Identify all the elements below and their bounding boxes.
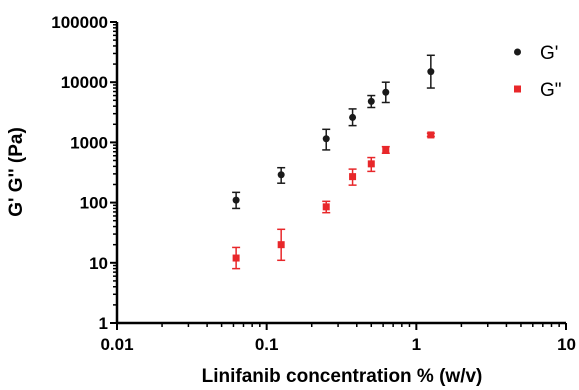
- data-point-g-prime: [277, 171, 285, 179]
- error-bars: [232, 54, 435, 270]
- data-point-g-double-prime: [232, 254, 240, 262]
- data-point-g-prime: [349, 113, 357, 121]
- x-tick-label: 1: [412, 335, 421, 354]
- data-point-g-double-prime: [322, 203, 330, 211]
- y-tick-label: 100000: [51, 13, 108, 32]
- x-tick-label: 0.1: [255, 335, 279, 354]
- data-point-g-double-prime: [349, 173, 357, 181]
- y-tick-label: 10000: [61, 73, 108, 92]
- legend-label: G": [540, 80, 562, 101]
- data-points: [232, 68, 435, 262]
- legend-label: G': [540, 43, 558, 64]
- axes: [115, 22, 566, 325]
- x-axis-title: Linifanib concentration % (w/v): [202, 366, 483, 387]
- legend-marker-square: [514, 85, 521, 93]
- data-point-g-double-prime: [382, 146, 390, 154]
- data-point-g-prime: [232, 196, 240, 204]
- axis-ticks: 1 10 100 1000 10000 100000 0.01 0.1 1 10: [51, 13, 576, 354]
- data-point-g-double-prime: [427, 131, 435, 139]
- data-point-g-prime: [322, 135, 330, 143]
- x-tick-label: 10: [557, 335, 576, 354]
- data-point-g-prime: [367, 97, 375, 105]
- y-tick-label: 10: [89, 254, 108, 273]
- y-tick-label: 1000: [70, 133, 108, 152]
- data-point-g-prime: [382, 88, 390, 96]
- y-tick-label: 1: [99, 314, 108, 333]
- x-tick-label: 0.01: [100, 335, 133, 354]
- legend-marker-circle: [514, 48, 521, 56]
- y-axis-title: G' G'' (Pa): [6, 127, 27, 217]
- data-point-g-double-prime: [367, 160, 375, 168]
- data-point-g-double-prime: [277, 241, 285, 249]
- y-tick-label: 100: [80, 194, 108, 213]
- data-point-g-prime: [427, 68, 435, 76]
- legend: G' G": [514, 43, 562, 101]
